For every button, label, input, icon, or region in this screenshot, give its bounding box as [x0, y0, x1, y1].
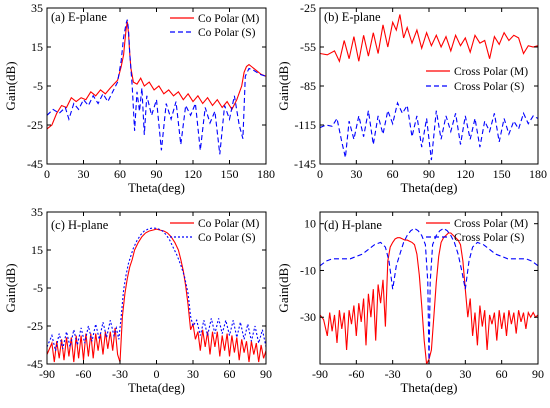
- x-tick-label: 120: [184, 167, 202, 181]
- y-tick-label: -45: [27, 157, 43, 171]
- y-axis-label: Gain(dB): [276, 61, 291, 110]
- chart-panel-2: 0 30 60 90 120 150 180 -145 -115 -85 -55 -25 Theta(d…: [276, 1, 547, 195]
- x-tick-label: 90: [151, 167, 163, 181]
- y-tick-label: -85: [300, 79, 316, 93]
- y-tick-label: -145: [294, 157, 316, 171]
- x-tick-label: 60: [114, 167, 126, 181]
- x-tick-label: 0: [44, 167, 50, 181]
- x-tick-label: 60: [387, 167, 399, 181]
- y-tick-label: -55: [300, 40, 316, 54]
- x-tick-label: -60: [348, 367, 364, 381]
- x-tick-label: 30: [187, 367, 199, 381]
- series-line-2: [47, 227, 266, 351]
- y-tick-label: -45: [27, 357, 43, 371]
- x-tick-label: 30: [459, 367, 471, 381]
- x-tick-label: 150: [493, 167, 511, 181]
- series-line-1: [320, 232, 538, 364]
- y-tick-label: 15: [31, 243, 43, 257]
- x-tick-label: -60: [76, 367, 92, 381]
- x-tick-label: 180: [529, 167, 547, 181]
- x-axis-label: Theta(deg): [400, 380, 457, 395]
- x-axis-label: Theta(deg): [128, 180, 185, 195]
- y-tick-label: -10: [300, 263, 316, 277]
- x-tick-label: 0: [426, 367, 432, 381]
- y-tick-label: -25: [27, 319, 43, 333]
- x-tick-label: 90: [423, 167, 435, 181]
- x-tick-label: 90: [260, 367, 272, 381]
- panel-title: (b) E-plane: [324, 10, 381, 24]
- x-tick-label: 30: [78, 167, 90, 181]
- x-tick-label: -90: [39, 367, 55, 381]
- x-tick-label: 0: [154, 367, 160, 381]
- x-tick-label: 30: [350, 167, 362, 181]
- panel-title: (c) H-plane: [51, 218, 109, 232]
- y-tick-label: 10: [304, 217, 316, 231]
- x-axis-label: Theta(deg): [400, 180, 457, 195]
- chart-panel-3: -90 -60 -30 0 30 60 90 -45 -25 -5 15 35 Theta(deg) Ga…: [3, 205, 272, 395]
- x-tick-label: -30: [385, 367, 401, 381]
- x-tick-label: 60: [496, 367, 508, 381]
- panel-title: (d) H-plane: [324, 218, 382, 232]
- series-line-1: [320, 14, 538, 63]
- series-line-1: [47, 228, 266, 363]
- y-axis-label: Gain(dB): [3, 61, 18, 110]
- x-tick-label: 90: [532, 367, 544, 381]
- chart-panel-1: 0 30 60 90 120 150 180 -45 -25 -5 15 35 Theta(deg) Ga…: [3, 1, 275, 195]
- y-tick-label: -5: [33, 281, 43, 295]
- x-tick-label: 180: [257, 167, 275, 181]
- panel-title: (a) E-plane: [51, 10, 107, 24]
- legend-entry: Co Polar (M): [198, 218, 260, 230]
- legend-entry: Co Polar (S): [198, 27, 256, 39]
- y-tick-label: 35: [31, 1, 43, 15]
- legend-entry: Cross Polar (S): [454, 81, 524, 93]
- x-tick-label: 150: [221, 167, 239, 181]
- chart-panel-4: -90 -60 -30 0 30 60 90 -30 -10 10 Theta(deg) Gain(d…: [276, 211, 544, 395]
- x-tick-label: -90: [312, 367, 328, 381]
- legend-entry: Cross Polar (M): [454, 66, 528, 78]
- legend-entry: Co Polar (M): [198, 13, 260, 25]
- x-tick-label: 60: [224, 367, 236, 381]
- series-line-2: [320, 101, 538, 161]
- y-tick-label: 35: [31, 205, 43, 219]
- series-line-2: [320, 227, 538, 364]
- y-tick-label: -25: [27, 118, 43, 132]
- y-tick-label: -30: [300, 310, 316, 324]
- x-tick-label: -30: [112, 367, 128, 381]
- series-line-2: [47, 19, 266, 155]
- legend-entry: Cross Polar (S): [454, 232, 524, 244]
- y-tick-label: -25: [300, 1, 316, 15]
- y-tick-label: -115: [294, 118, 316, 132]
- y-axis-label: Gain(dB): [3, 263, 18, 312]
- y-tick-label: 15: [31, 40, 43, 54]
- x-tick-label: 0: [317, 167, 323, 181]
- x-axis-label: Theta(deg): [128, 380, 185, 395]
- legend-entry: Co Polar (S): [198, 232, 256, 244]
- y-axis-label: Gain(dB): [276, 263, 291, 312]
- y-tick-label: -5: [33, 79, 43, 93]
- legend-entry: Cross Polar (M): [454, 218, 528, 230]
- x-tick-label: 120: [456, 167, 474, 181]
